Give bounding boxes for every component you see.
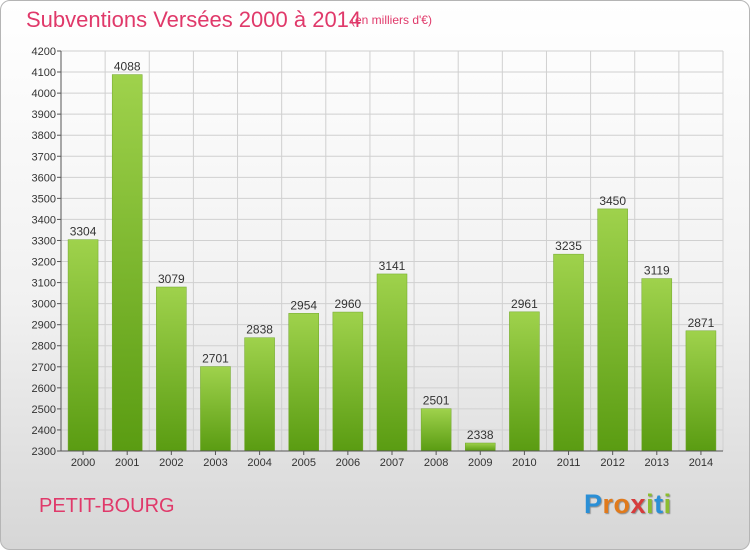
data-label: 2960	[335, 297, 362, 311]
data-label: 3235	[555, 239, 582, 253]
data-label: 2838	[246, 323, 273, 337]
logo-letter: o	[613, 489, 631, 519]
x-tick-label: 2004	[247, 457, 271, 469]
logo-letter: i	[646, 489, 655, 519]
y-tick-label: 3400	[32, 214, 56, 226]
y-tick-label: 4100	[32, 67, 56, 79]
bar	[685, 330, 717, 452]
data-label: 3079	[158, 272, 185, 286]
data-label: 3119	[644, 264, 670, 278]
y-tick-label: 2400	[32, 425, 56, 437]
bars	[67, 74, 717, 452]
bar	[111, 74, 143, 452]
x-tick-label: 2012	[600, 457, 624, 469]
logo-letter: P	[584, 489, 603, 519]
bar	[509, 311, 540, 452]
logo-letter: r	[602, 489, 614, 519]
x-tick-label: 2001	[115, 457, 139, 469]
data-label: 2871	[688, 316, 715, 330]
y-tick-label: 3900	[32, 109, 56, 121]
axes: 2300 2400 2500 2600 2700 2800 2900 3000 3100 3200…	[32, 46, 723, 469]
x-tick-label: 2002	[159, 457, 183, 469]
chart-title: Subventions Versées 2000 à 2014	[26, 7, 362, 32]
y-tick-label: 3800	[32, 130, 56, 142]
y-tick-label: 2700	[32, 362, 56, 374]
data-label: 2338	[467, 428, 494, 442]
y-tick-label: 3500	[32, 193, 56, 205]
y-tick-label: 2300	[32, 446, 56, 458]
bar	[288, 313, 319, 452]
bar	[156, 286, 187, 452]
bar	[597, 208, 628, 452]
bar	[553, 253, 584, 452]
y-tick-label: 3000	[32, 299, 56, 311]
bar	[465, 442, 496, 452]
x-tick-label: 2006	[336, 457, 360, 469]
y-tick-label: 3600	[32, 172, 56, 184]
y-tick-label: 2500	[32, 404, 56, 416]
x-tick-label: 2007	[380, 457, 404, 469]
x-tick-label: 2013	[645, 457, 669, 469]
x-tick-label: 2000	[71, 457, 95, 469]
data-label: 2954	[290, 298, 317, 312]
data-label: 3304	[70, 225, 97, 239]
x-tick-label: 2010	[512, 457, 536, 469]
data-label: 4088	[114, 60, 141, 74]
y-tick-label: 4000	[32, 88, 56, 100]
y-tick-label: 2900	[32, 320, 56, 332]
x-tick-label: 2014	[689, 457, 713, 469]
bar	[244, 337, 275, 452]
bar	[200, 366, 231, 452]
x-tick-label: 2011	[557, 457, 581, 469]
data-label: 3141	[379, 259, 406, 273]
data-label: 2961	[511, 297, 538, 311]
y-tick-label: 2800	[32, 341, 56, 353]
x-tick-label: 2003	[203, 457, 227, 469]
y-tick-label: 4200	[32, 46, 56, 58]
chart-subtitle: (en milliers d'€)	[351, 13, 432, 27]
y-tick-label: 3300	[32, 235, 56, 247]
proxiti-logo: Proxiti	[584, 489, 672, 520]
commune-name: PETIT-BOURG	[39, 495, 175, 517]
bar	[332, 311, 364, 452]
data-label: 3450	[599, 194, 626, 208]
x-tick-label: 2005	[291, 457, 315, 469]
logo-letter: i	[663, 489, 672, 519]
data-label: 2501	[423, 394, 450, 408]
logo-letter: x	[630, 489, 647, 519]
logo-letter: t	[654, 489, 664, 519]
x-tick-label: 2008	[424, 457, 448, 469]
y-tick-label: 3200	[32, 257, 56, 269]
y-tick-label: 3700	[32, 151, 56, 163]
data-labels: 3304 4088 3079 2701 2838 2954 2960 3141 2501 2338…	[70, 60, 715, 442]
bar	[67, 239, 99, 452]
y-tick-label: 3100	[32, 278, 56, 290]
bar	[420, 408, 452, 452]
x-tick-label: 2009	[468, 457, 492, 469]
bar	[376, 273, 408, 452]
bar	[641, 278, 673, 452]
y-tick-label: 2600	[32, 383, 56, 395]
data-label: 2701	[202, 352, 229, 366]
